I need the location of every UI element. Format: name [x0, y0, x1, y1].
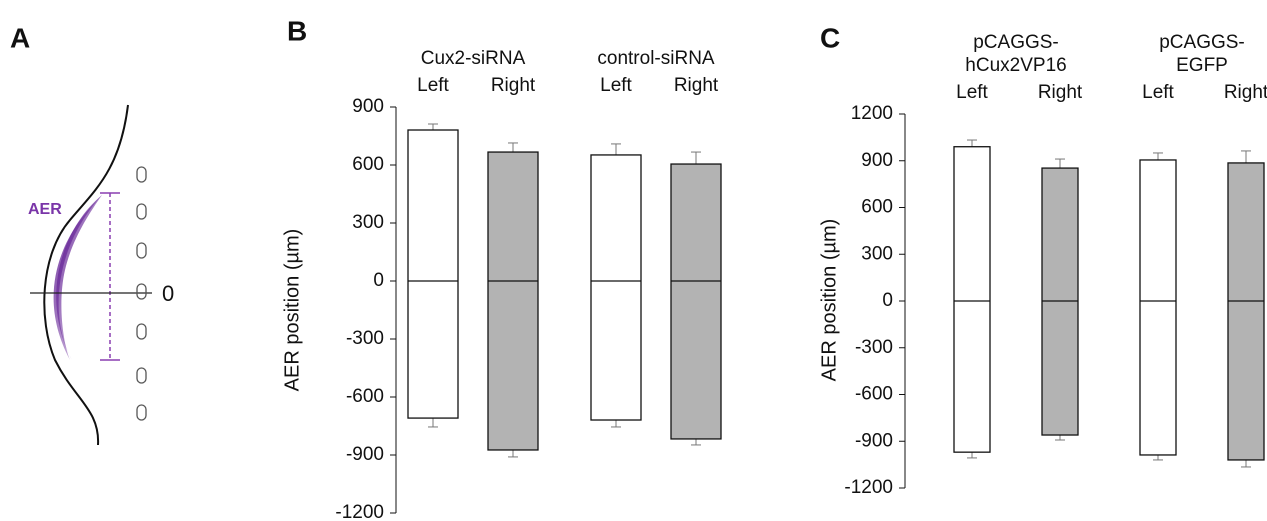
- somites: [136, 166, 147, 421]
- y-tick-label: 300: [352, 212, 384, 233]
- limb-outline: [43, 104, 129, 446]
- y-tick-label: 0: [373, 270, 384, 291]
- y-tick-label: -600: [346, 386, 384, 407]
- bar: [1139, 159, 1177, 456]
- y-tick-label: 900: [861, 150, 893, 171]
- x-tick-label: Left: [600, 75, 632, 96]
- y-tick-label: 300: [861, 243, 893, 264]
- y-tick-label: 1200: [851, 103, 893, 124]
- y-axis-label: AER position (µm): [818, 219, 840, 382]
- y-tick-label: -300: [346, 328, 384, 349]
- panel-label: C: [820, 22, 840, 53]
- y-tick-label: -900: [346, 444, 384, 465]
- bar: [953, 146, 991, 453]
- x-tick-label: Left: [956, 82, 988, 103]
- y-tick-label: -1200: [844, 477, 893, 498]
- y-tick-label: 600: [352, 154, 384, 175]
- x-tick-label: Right: [1224, 82, 1267, 103]
- aer-region: [53, 195, 102, 360]
- y-tick-label: -300: [855, 337, 893, 358]
- x-tick-label: Left: [417, 75, 449, 96]
- y-tick-label: 0: [882, 290, 893, 311]
- y-tick-label: -1200: [335, 502, 384, 521]
- x-tick-label: Right: [491, 75, 536, 96]
- aer-label: AER: [28, 201, 62, 218]
- panel-label: B: [287, 15, 307, 46]
- group-label: pCAGGS-EGFP: [1159, 32, 1245, 76]
- bar: [1227, 162, 1265, 461]
- bar: [670, 163, 722, 440]
- zero-label: 0: [162, 281, 174, 306]
- y-tick-label: 900: [352, 96, 384, 117]
- x-tick-label: Right: [674, 75, 719, 96]
- bar: [407, 129, 459, 419]
- group-label: pCAGGS- hCux2VP16: [965, 32, 1067, 76]
- x-tick-label: Right: [1038, 82, 1083, 103]
- panel-a: A AER 0: [10, 22, 174, 446]
- x-tick-label: Left: [1142, 82, 1174, 103]
- bar: [590, 154, 642, 421]
- y-tick-label: -900: [855, 430, 893, 451]
- y-tick-label: 600: [861, 197, 893, 218]
- bar: [487, 151, 539, 451]
- group-label: Cux2-siRNA: [420, 48, 526, 69]
- group-label: control-siRNA: [597, 48, 715, 69]
- panel-label: A: [10, 22, 30, 53]
- y-axis-label: AER position (µm): [281, 229, 303, 392]
- y-tick-label: -600: [855, 384, 893, 405]
